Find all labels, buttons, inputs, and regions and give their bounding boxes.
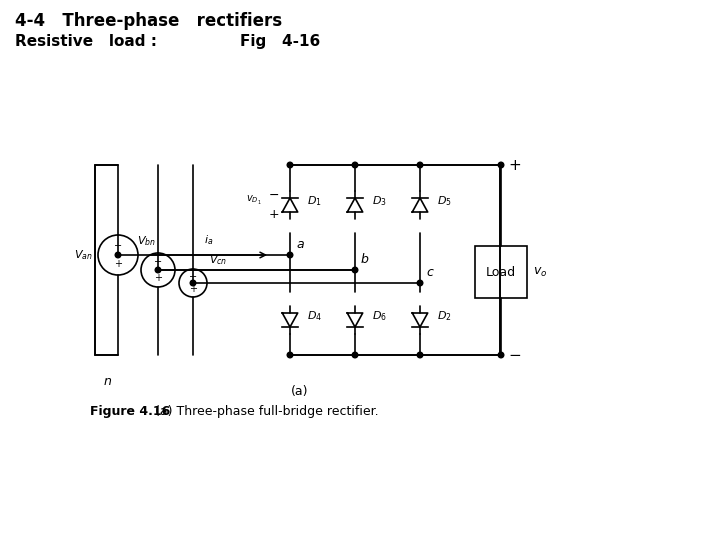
Text: −: − bbox=[189, 272, 197, 282]
Text: $D_6$: $D_6$ bbox=[372, 309, 387, 323]
Circle shape bbox=[287, 252, 293, 258]
Text: a: a bbox=[296, 238, 304, 251]
Text: $v_o$: $v_o$ bbox=[533, 266, 547, 279]
Circle shape bbox=[156, 267, 161, 273]
Text: $D_4$: $D_4$ bbox=[307, 309, 322, 323]
Text: +: + bbox=[508, 158, 521, 172]
Circle shape bbox=[498, 162, 504, 168]
Text: $i_a$: $i_a$ bbox=[204, 233, 214, 247]
Text: $D_5$: $D_5$ bbox=[437, 194, 452, 208]
Circle shape bbox=[417, 352, 423, 358]
Circle shape bbox=[287, 162, 293, 168]
Text: $D_2$: $D_2$ bbox=[437, 309, 451, 323]
Text: Figure 4.16: Figure 4.16 bbox=[90, 405, 170, 418]
Text: (a): (a) bbox=[292, 385, 309, 398]
Text: Load: Load bbox=[486, 266, 516, 279]
Text: +: + bbox=[189, 284, 197, 294]
Text: c: c bbox=[426, 266, 433, 279]
Bar bbox=[475, 246, 527, 298]
Text: −: − bbox=[508, 348, 521, 362]
Text: $V_{bn}$: $V_{bn}$ bbox=[137, 234, 156, 248]
Text: $V_{cn}$: $V_{cn}$ bbox=[209, 253, 228, 267]
Text: −: − bbox=[114, 241, 122, 251]
Text: $D_3$: $D_3$ bbox=[372, 194, 387, 208]
Text: b: b bbox=[361, 253, 369, 266]
Text: +: + bbox=[154, 273, 162, 282]
Text: $v_{D_1}$: $v_{D_1}$ bbox=[246, 193, 262, 206]
Text: +: + bbox=[269, 208, 279, 221]
Text: (a) Three-phase full-bridge rectifier.: (a) Three-phase full-bridge rectifier. bbox=[155, 405, 379, 418]
Text: −: − bbox=[154, 258, 162, 267]
Text: +: + bbox=[114, 259, 122, 269]
Circle shape bbox=[352, 267, 358, 273]
Circle shape bbox=[287, 352, 293, 358]
Text: 4-4   Three-phase   rectifiers: 4-4 Three-phase rectifiers bbox=[15, 12, 282, 30]
Text: −: − bbox=[269, 188, 279, 201]
Circle shape bbox=[417, 162, 423, 168]
Text: Fig   4-16: Fig 4-16 bbox=[240, 34, 320, 49]
Text: $D_1$: $D_1$ bbox=[307, 194, 322, 208]
Text: $V_{an}$: $V_{an}$ bbox=[74, 248, 93, 262]
Circle shape bbox=[115, 252, 121, 258]
Circle shape bbox=[417, 280, 423, 286]
Text: n: n bbox=[103, 375, 111, 388]
Circle shape bbox=[352, 352, 358, 358]
Circle shape bbox=[352, 162, 358, 168]
Text: Resistive   load :: Resistive load : bbox=[15, 34, 157, 49]
Circle shape bbox=[498, 352, 504, 358]
Circle shape bbox=[190, 280, 196, 286]
